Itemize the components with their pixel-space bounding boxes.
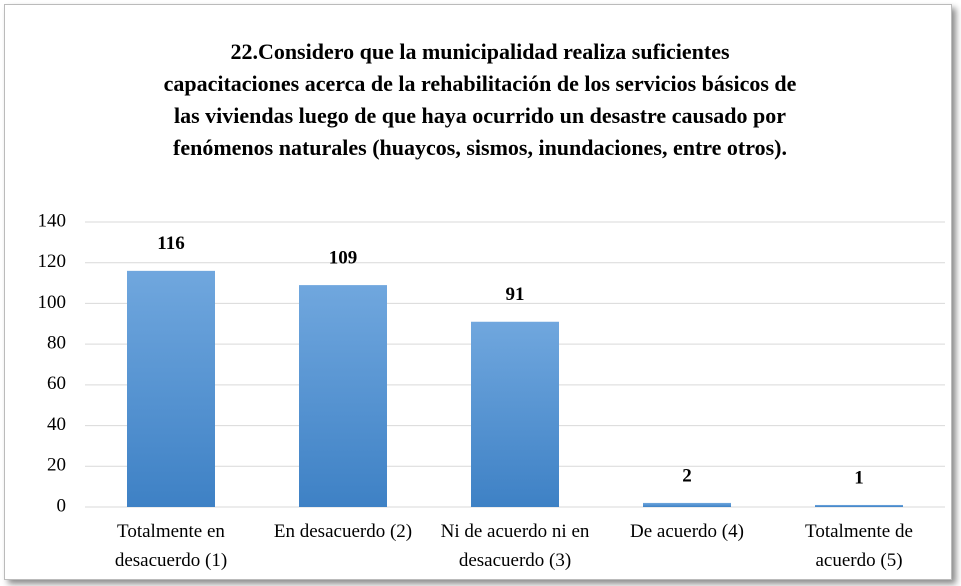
data-label: 2 bbox=[682, 465, 692, 486]
chart-title: 22.Considero que la municipalidad realiz… bbox=[163, 39, 797, 160]
y-tick-label: 120 bbox=[38, 251, 67, 272]
bar bbox=[643, 502, 731, 507]
bar bbox=[127, 270, 215, 507]
data-label: 116 bbox=[157, 233, 184, 254]
y-tick-label: 60 bbox=[47, 373, 66, 394]
y-tick-label: 0 bbox=[57, 495, 67, 516]
x-tick-label: Ni de acuerdo ni en desacuerdo (3) bbox=[440, 521, 590, 571]
bar bbox=[471, 321, 559, 507]
data-label: 91 bbox=[506, 284, 525, 305]
x-tick-label: En desacuerdo (2) bbox=[273, 521, 413, 542]
data-label: 109 bbox=[329, 247, 358, 268]
y-tick-label: 140 bbox=[38, 210, 67, 231]
y-tick-label: 100 bbox=[38, 292, 67, 313]
bar bbox=[815, 504, 903, 507]
y-tick-label: 80 bbox=[47, 333, 66, 354]
y-tick-label: 40 bbox=[47, 414, 66, 435]
y-tick-label: 20 bbox=[47, 455, 66, 476]
x-tick-label: De acuerdo (4) bbox=[630, 521, 744, 542]
x-tick-label: Totalmente en desacuerdo (1) bbox=[114, 521, 228, 571]
bar bbox=[299, 285, 387, 507]
data-label: 1 bbox=[854, 467, 864, 488]
x-tick-label: Totalmente de acuerdo (5) bbox=[805, 521, 913, 571]
